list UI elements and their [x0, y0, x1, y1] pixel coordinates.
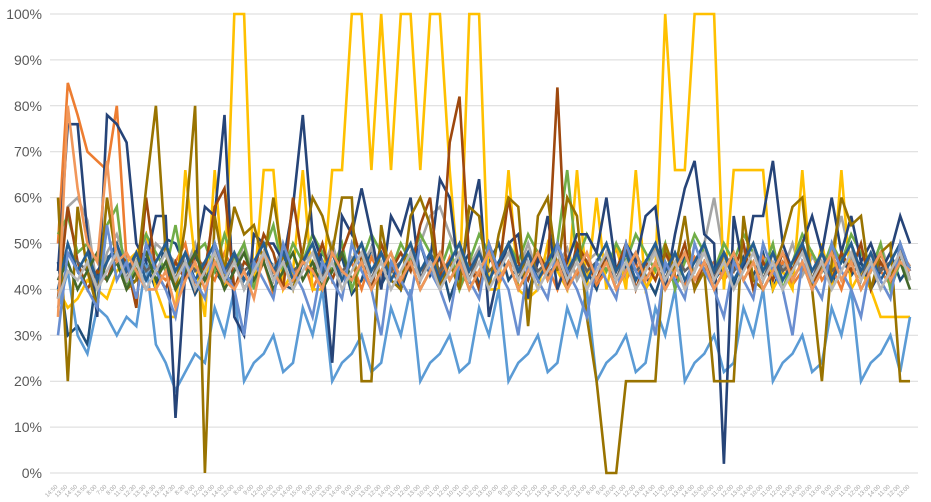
y-tick-label: 80%	[14, 98, 42, 114]
y-tick-label: 100%	[6, 6, 42, 22]
y-tick-label: 70%	[14, 144, 42, 160]
series-line-5	[56, 261, 912, 394]
y-axis-ticks: 0% 10% 20% 30% 40% 50% 60% 70% 80% 90% 100%	[6, 6, 42, 481]
y-tick-label: 90%	[14, 52, 42, 68]
y-tick-label: 30%	[14, 327, 42, 343]
y-tick-label: 50%	[14, 236, 42, 252]
y-tick-label: 10%	[14, 419, 42, 435]
y-tick-label: 0%	[22, 465, 42, 481]
series-line-14	[56, 105, 911, 317]
y-tick-label: 60%	[14, 190, 42, 206]
series-lines	[56, 12, 912, 475]
series-line-15	[56, 249, 912, 300]
y-tick-label: 40%	[14, 281, 42, 297]
y-tick-label: 20%	[14, 373, 42, 389]
series-line-13	[56, 224, 912, 336]
x-axis-ticks: 14:5013:5014:5013:508:007:008:0011:0012:…	[45, 484, 912, 499]
